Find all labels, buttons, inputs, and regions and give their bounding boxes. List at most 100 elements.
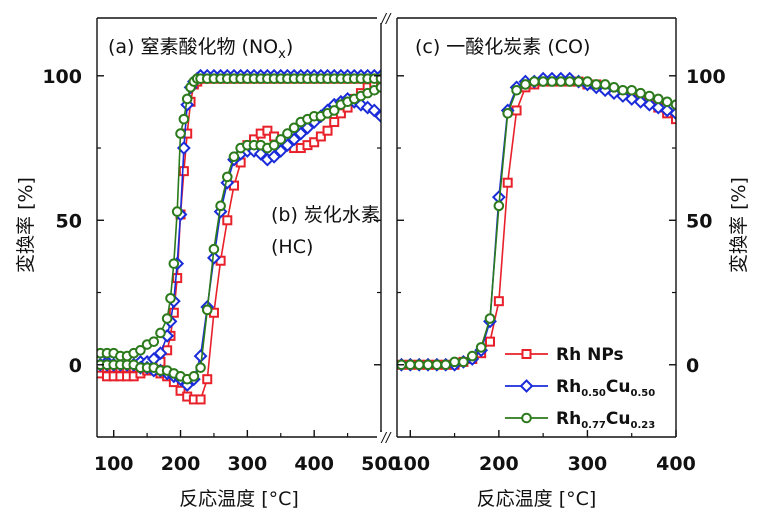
data-point-0-5-17	[208, 243, 220, 255]
data-point-1-2-14	[520, 79, 531, 90]
y-tick-label-right-0: 0	[686, 355, 699, 377]
series-1-1	[397, 71, 676, 372]
axis-break-mask-0	[377, 13, 395, 23]
data-point-0-3-26	[267, 149, 281, 164]
annotation-hc-line2: (HC)	[271, 236, 313, 258]
data-point-0-5-14	[188, 371, 200, 382]
legend-label-0-text: Rh NPs	[556, 345, 624, 365]
data-point-0-3-41	[367, 103, 381, 118]
legend-label-2-element-1: Cu	[606, 409, 631, 429]
legend-marker-2	[521, 412, 532, 424]
data-point-0-5-19	[222, 171, 233, 183]
data-point-0-4-8	[148, 336, 160, 347]
data-point-0-4-10	[161, 313, 173, 324]
data-point-0-5-42	[375, 82, 381, 93]
panel-1-series	[397, 71, 676, 372]
legend-label-1-element-0: Rh	[556, 377, 581, 397]
data-point-0-5-29	[288, 122, 300, 134]
data-point-1-2-15	[528, 76, 540, 87]
data-point-1-2-29	[652, 93, 664, 105]
data-point-0-1-33	[315, 131, 326, 142]
annotation-hc-line1: (b) 炭化水素	[271, 204, 380, 226]
data-point-1-2-10	[484, 313, 496, 324]
y-tick-label-left-2: 100	[42, 66, 82, 88]
data-point-0-0-12	[168, 307, 179, 318]
data-point-0-1-19	[222, 215, 233, 226]
data-point-0-4-9	[155, 327, 166, 339]
data-point-0-0-13	[172, 273, 183, 284]
legend-label-2-subscript-0: 0.77	[581, 420, 606, 431]
panel-0-series	[97, 68, 381, 405]
y-tick-label-right-1: 50	[686, 210, 712, 232]
legend-label-2: Rh0.77Cu0.23	[556, 409, 655, 431]
legend-label-0: Rh NPs	[556, 345, 624, 365]
data-point-1-2-26	[626, 84, 638, 96]
legend-label-1-subscript-0: 0.50	[581, 388, 606, 399]
data-point-0-4-47	[375, 73, 381, 84]
annotation-nox: (a) 窒素酸化物 (NOx)	[108, 36, 293, 62]
data-point-0-1-12	[175, 385, 186, 396]
data-point-1-2-18	[555, 76, 567, 87]
legend-label-1-element-1: Cu	[606, 377, 631, 397]
data-point-1-2-2	[413, 359, 425, 371]
data-point-1-2-12	[502, 108, 514, 119]
data-point-1-2-27	[635, 87, 646, 99]
data-point-1-2-8	[466, 350, 478, 362]
data-point-0-5-27	[275, 134, 287, 145]
data-point-0-5-18	[215, 200, 226, 212]
data-point-0-5-16	[201, 304, 213, 316]
data-point-1-2-25	[617, 84, 629, 96]
data-point-1-2-6	[449, 356, 460, 368]
data-point-1-2-11	[493, 200, 505, 212]
y-tick-label-right-2: 100	[686, 66, 726, 88]
data-point-0-4-14	[175, 128, 186, 139]
data-point-0-4-12	[168, 258, 180, 269]
y-axis-label-right: 変換率 [%]	[728, 177, 750, 273]
data-point-1-2-30	[661, 96, 673, 108]
data-point-0-4-6	[135, 345, 146, 356]
data-point-1-2-31	[670, 99, 676, 110]
y-tick-label-left-1: 50	[56, 210, 82, 232]
data-point-1-2-3	[422, 359, 434, 371]
panel-0-x-tick-label-4: 500	[361, 453, 401, 475]
data-point-1-2-28	[644, 90, 655, 102]
data-point-0-1-35	[329, 117, 340, 128]
legend-label-2-subscript-1: 0.23	[630, 420, 655, 431]
legend-label-1-subscript-1: 0.50	[630, 388, 655, 399]
series-line-1-0	[401, 80, 676, 366]
panel-0-x-tick-label-0: 100	[94, 453, 134, 475]
data-point-1-2-4	[431, 359, 443, 371]
data-point-1-2-24	[608, 82, 620, 93]
data-point-1-2-19	[564, 76, 576, 87]
annotation-co: (c) 一酸化炭素 (CO)	[415, 36, 590, 58]
annotation-nox-close: )	[286, 36, 293, 58]
data-point-0-5-15	[195, 362, 206, 373]
data-point-1-2-9	[475, 342, 487, 353]
legend-label-1: Rh0.50Cu0.50	[556, 377, 655, 399]
series-1-2	[397, 76, 676, 371]
series-line-0-3	[100, 98, 381, 387]
data-point-1-2-5	[440, 359, 452, 371]
data-point-1-2-16	[537, 76, 549, 87]
series-line-1-2	[401, 80, 676, 366]
annotation-nox-text: (a) 窒素酸化物 (NO	[108, 36, 278, 58]
panel-1-x-tick-label-0: 100	[390, 453, 430, 475]
panel-0-x-tick-label-1: 200	[161, 453, 201, 475]
series-0-4	[97, 73, 381, 362]
data-point-1-2-22	[590, 79, 602, 90]
panel-0-x-tick-label-2: 300	[228, 453, 268, 475]
series-0-0	[97, 73, 381, 382]
data-point-0-2-9	[153, 346, 168, 361]
data-point-1-2-1	[404, 359, 416, 371]
data-point-0-5-20	[228, 151, 240, 163]
axes-frame-layer: // //	[96, 12, 677, 446]
data-point-1-0-11	[493, 296, 504, 307]
data-point-1-2-23	[599, 79, 611, 90]
data-point-1-2-17	[546, 76, 558, 87]
axis-break-mark-1: //	[381, 431, 392, 446]
data-point-0-1-25	[262, 125, 273, 136]
panel-0-x-tick-label-3: 400	[294, 453, 334, 475]
data-point-0-4-13	[171, 206, 183, 217]
